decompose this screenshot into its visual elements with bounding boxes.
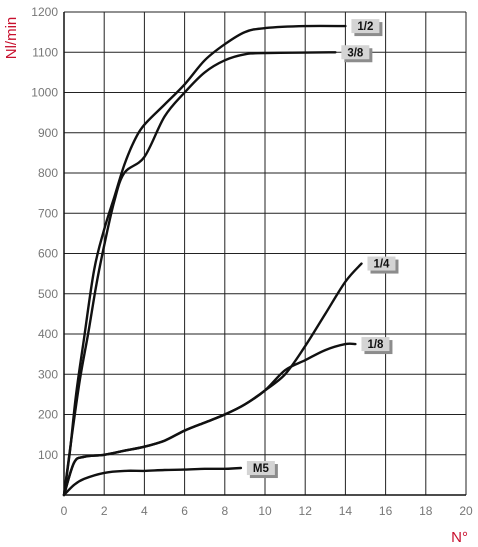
y-tick-label: 500 <box>38 287 58 301</box>
series-label-tag: 1/2 <box>351 19 383 37</box>
tick-labels: 100 200 300 400 500 600 700 800 900 1000 1100 1200 0… <box>31 5 473 518</box>
label-tag-box <box>367 256 396 271</box>
series-label-text: 1/4 <box>373 259 390 271</box>
y-tick-label: 100 <box>38 448 58 462</box>
series-label-tag: 3/8 <box>341 45 373 63</box>
grid-lines <box>63 11 467 496</box>
label-tag-box <box>341 45 370 60</box>
y-tick-label: 300 <box>38 367 58 381</box>
series-lines <box>62 24 363 497</box>
series-label-text: M5 <box>253 463 270 475</box>
label-tag-box <box>361 337 390 352</box>
x-tick-label: 2 <box>101 504 108 518</box>
y-tick-label: 1000 <box>31 86 58 100</box>
x-tick-label: 4 <box>141 504 148 518</box>
label-tag-box <box>246 461 275 476</box>
y-tick-label: 700 <box>38 206 58 220</box>
series-line-m5 <box>62 466 243 497</box>
y-tick-label: 400 <box>38 327 58 341</box>
y-tick-label: 1100 <box>32 45 58 59</box>
x-tick-label: 0 <box>61 504 68 518</box>
series-line-3-8 <box>62 51 337 497</box>
x-tick-label: 8 <box>221 504 228 518</box>
label-tag-box <box>351 19 380 34</box>
x-tick-label: 20 <box>459 504 473 518</box>
x-tick-label: 16 <box>379 504 393 518</box>
y-tick-label: 800 <box>38 166 58 180</box>
series-label-text: 3/8 <box>347 47 364 59</box>
series-line-1-2 <box>62 24 347 497</box>
y-tick-label: 1200 <box>31 5 58 19</box>
series-labels: 1/2 3/8 1/4 1/8 M5 <box>246 19 399 479</box>
y-tick-label: 200 <box>38 408 58 422</box>
x-tick-label: 12 <box>299 504 313 518</box>
y-axis-title: Nl/min <box>3 17 20 60</box>
x-tick-label: 6 <box>181 504 188 518</box>
series-label-tag: 1/8 <box>361 337 393 355</box>
series-label-tag: 1/4 <box>367 256 399 274</box>
series-label-tag: M5 <box>246 461 278 479</box>
x-axis-title: N° <box>451 529 468 546</box>
y-tick-label: 600 <box>38 247 58 261</box>
y-tick-label: 900 <box>38 126 58 140</box>
series-label-text: 1/2 <box>357 21 373 33</box>
series-label-text: 1/8 <box>367 339 384 351</box>
series-line-1-8 <box>62 342 357 497</box>
x-tick-label: 10 <box>258 504 272 518</box>
x-tick-label: 18 <box>419 504 433 518</box>
x-tick-label: 14 <box>339 504 353 518</box>
